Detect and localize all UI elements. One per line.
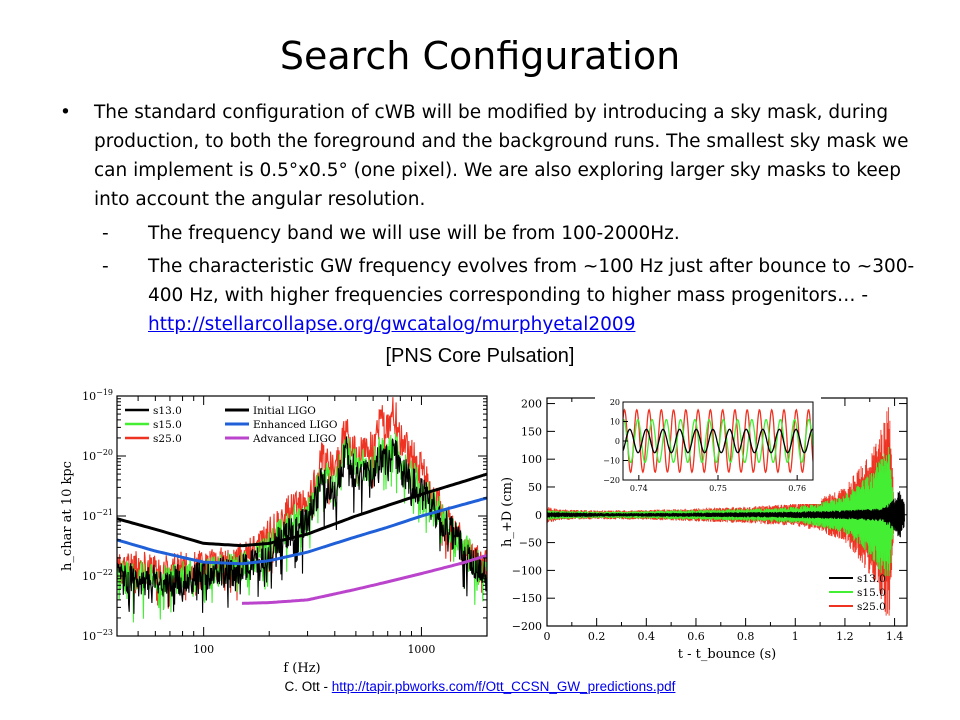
y-tick-label: −50 <box>519 537 542 550</box>
x-tick-label: 0.8 <box>737 630 755 643</box>
y-tick-label: 10−19 <box>82 388 113 403</box>
sub-bullet-gw-frequency: - The characteristic GW frequency evolve… <box>60 252 920 339</box>
bullet-mark: • <box>60 102 71 123</box>
plot-area <box>117 397 487 623</box>
series-s13-0 <box>117 436 487 614</box>
legend-label: s13.0 <box>153 405 182 417</box>
y-tick-label: −200 <box>512 620 542 633</box>
y-tick-label: 200 <box>521 398 542 411</box>
inset-series-s15-0 <box>623 418 813 464</box>
legend-label: Advanced LIGO <box>252 433 337 445</box>
inset-y-tick-label: 20 <box>610 398 620 407</box>
y-tick-label: 10−22 <box>82 568 113 583</box>
inset-y-tick-label: −20 <box>603 476 620 485</box>
legend-label: s13.0 <box>857 573 886 585</box>
inset-y-tick-label: 0 <box>615 437 620 446</box>
inset-x-tick-label: 0.74 <box>630 484 648 493</box>
sub-bullet-frequency-band: - The frequency band we will use will be… <box>60 219 920 248</box>
sub-bullet-text: The characteristic GW frequency evolves … <box>148 256 915 306</box>
x-tick-label: 1.4 <box>886 630 904 643</box>
strain-spectrum-chart: 100 1000 10−19 10−20 10−21 10−22 10−23 f (Hz) h_… <box>60 388 488 676</box>
x-tick-label: 1.2 <box>836 630 854 643</box>
series-enhanced-ligo <box>117 496 487 566</box>
x-tick-label: 0.4 <box>638 630 656 643</box>
sub-bullet-mark: - <box>102 223 109 244</box>
y-tick-label: 50 <box>528 481 542 494</box>
y-tick-label: −150 <box>512 592 542 605</box>
x-axis-label: f (Hz) <box>283 661 320 676</box>
figure-credit: C. Ott - http://tapir.pbworks.com/f/Ott_… <box>0 679 960 694</box>
inset-plot-area <box>623 408 813 474</box>
sub-bullet-text: The frequency band we will use will be f… <box>148 223 680 244</box>
series-advanced-ligo <box>241 554 487 605</box>
x-tick-label: 0 <box>544 630 551 643</box>
legend-label: Enhanced LIGO <box>253 419 338 431</box>
x-tick-label: 0.2 <box>588 630 606 643</box>
y-tick-label: 0 <box>535 509 542 522</box>
legend-label: Initial LIGO <box>253 405 316 417</box>
main-bullet: • The standard configuration of cWB will… <box>60 98 920 214</box>
y-tick-label: 150 <box>521 425 542 438</box>
murphy-catalog-link[interactable]: http://stellarcollapse.org/gwcatalog/mur… <box>148 314 636 335</box>
legend-label: s15.0 <box>153 419 182 431</box>
slide-body: • The standard configuration of cWB will… <box>60 98 920 343</box>
series-s13-0 <box>547 491 905 538</box>
legend-label: s25.0 <box>153 433 182 445</box>
x-axis-label: t - t_bounce (s) <box>678 647 776 662</box>
x-tick-label: 1000 <box>407 643 435 656</box>
series-initial-ligo <box>117 472 487 548</box>
slide-title: Search Configuration <box>279 34 681 78</box>
y-axis-label: h_+D (cm) <box>500 477 515 547</box>
inset-series-s13-0 <box>623 428 813 454</box>
x-tick-label: 100 <box>193 643 214 656</box>
legend-label: s25.0 <box>857 601 886 613</box>
inset-y-tick-label: 10 <box>610 418 620 427</box>
plot-area <box>547 407 905 616</box>
y-tick-label: 10−20 <box>82 448 113 463</box>
bullet-text: The standard configuration of cWB will b… <box>94 102 909 210</box>
y-tick-label: 10−23 <box>82 628 113 643</box>
inset-y-tick-label: −10 <box>603 457 620 466</box>
y-tick-label: −100 <box>512 564 542 577</box>
inset-series-s25-0 <box>623 408 813 474</box>
legend-label: s15.0 <box>857 587 886 599</box>
inset-x-tick-label: 0.75 <box>709 484 727 493</box>
x-tick-label: 0.6 <box>687 630 705 643</box>
inset-x-tick-label: 0.76 <box>788 484 806 493</box>
credit-prefix: C. Ott - <box>284 679 332 694</box>
y-axis-label: h_char at 10 kpc <box>60 461 75 571</box>
x-tick-label: 1 <box>792 630 799 643</box>
sub-bullet-mark: - <box>102 256 109 277</box>
figure-caption: [PNS Core Pulsation] <box>385 345 575 367</box>
y-tick-label: 100 <box>521 453 542 466</box>
waveform-chart: 0 0.2 0.4 0.6 0.8 1 1.2 1.4200150100500−50−100−… <box>500 396 908 662</box>
y-tick-label: 10−21 <box>82 508 113 523</box>
ott-predictions-link[interactable]: http://tapir.pbworks.com/f/Ott_CCSN_GW_p… <box>331 679 676 694</box>
